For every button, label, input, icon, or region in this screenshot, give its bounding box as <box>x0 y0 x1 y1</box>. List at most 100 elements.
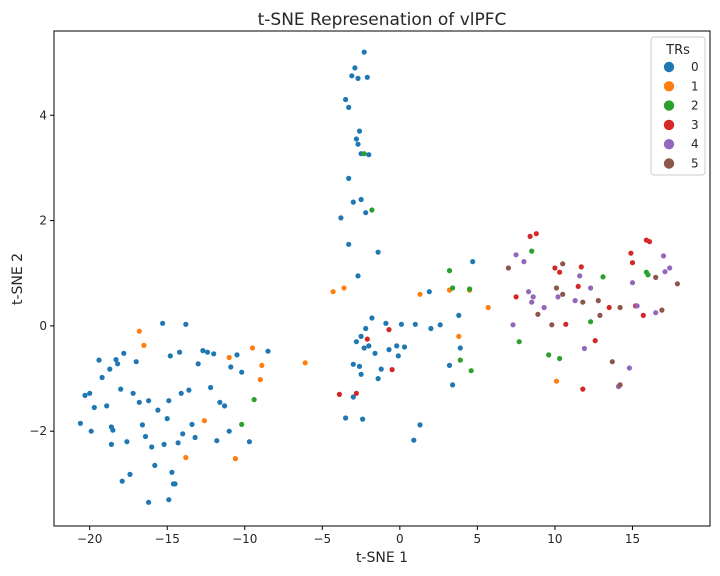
data-point-tr-0 <box>363 325 369 332</box>
data-point-tr-1 <box>302 360 308 366</box>
data-point-tr-0 <box>355 75 361 81</box>
data-point-tr-5 <box>505 265 511 271</box>
data-point-tr-0 <box>87 390 93 396</box>
data-point-tr-2 <box>516 339 522 345</box>
data-point-tr-0 <box>130 390 136 396</box>
legend-label-tr-3: 3 <box>691 118 699 132</box>
data-point-tr-0 <box>88 428 94 434</box>
data-point-tr-0 <box>99 374 105 381</box>
data-point-tr-0 <box>214 438 220 444</box>
data-point-tr-0 <box>115 361 121 367</box>
data-point-tr-0 <box>226 428 232 434</box>
data-point-tr-0 <box>352 65 358 71</box>
data-point-tr-5 <box>535 311 541 317</box>
data-point-tr-2 <box>457 357 463 363</box>
legend: TRs 0 1 2 3 4 5 <box>650 36 706 176</box>
data-point-tr-3 <box>628 250 634 256</box>
data-point-tr-0 <box>183 321 189 327</box>
data-point-tr-0 <box>361 49 367 55</box>
data-point-tr-0 <box>346 241 352 247</box>
data-point-tr-0 <box>170 481 176 487</box>
data-point-tr-0 <box>180 431 186 437</box>
x-axis-label: t-SNE 1 <box>356 550 408 566</box>
data-point-tr-0 <box>222 403 228 409</box>
data-point-tr-1 <box>183 454 189 461</box>
data-point-tr-3 <box>513 294 519 300</box>
data-point-tr-0 <box>350 394 356 400</box>
data-point-tr-2 <box>467 286 473 292</box>
data-point-tr-5 <box>659 307 665 313</box>
data-point-tr-4 <box>521 259 527 265</box>
data-point-tr-1 <box>341 285 347 291</box>
data-point-tr-0 <box>358 371 364 377</box>
data-point-tr-0 <box>146 499 152 505</box>
data-point-tr-0 <box>356 128 363 134</box>
data-point-tr-0 <box>155 407 161 413</box>
data-point-tr-4 <box>526 289 532 295</box>
data-point-tr-0 <box>364 74 370 80</box>
data-point-tr-0 <box>369 315 375 321</box>
data-point-tr-0 <box>265 348 271 354</box>
x-tick-label: 10 <box>547 532 562 546</box>
data-point-tr-0 <box>96 357 102 363</box>
data-point-tr-0 <box>139 422 145 428</box>
data-point-tr-1 <box>259 362 265 368</box>
data-point-tr-0 <box>343 415 349 421</box>
data-point-tr-4 <box>626 365 633 371</box>
data-point-tr-2 <box>529 248 535 254</box>
data-point-tr-2 <box>588 319 594 325</box>
data-point-tr-0 <box>346 104 352 110</box>
data-point-tr-0 <box>121 350 127 356</box>
data-point-tr-0 <box>470 259 476 265</box>
data-point-tr-2 <box>251 397 257 403</box>
data-point-tr-3 <box>578 264 584 270</box>
data-point-tr-4 <box>667 265 673 271</box>
data-point-tr-0 <box>192 434 198 441</box>
data-point-tr-0 <box>217 399 223 405</box>
data-point-tr-3 <box>386 327 392 333</box>
data-point-tr-0 <box>446 362 453 368</box>
data-point-tr-0 <box>82 392 88 398</box>
y-tick-label: 4 <box>39 108 47 122</box>
y-tick-label: 0 <box>39 319 47 333</box>
y-axis-ticks: −2 0 2 4 <box>29 108 54 438</box>
data-point-tr-0 <box>107 366 113 372</box>
data-point-tr-0 <box>186 387 192 393</box>
data-point-tr-0 <box>375 249 381 255</box>
data-point-tr-0 <box>119 478 125 484</box>
data-point-tr-2 <box>361 151 367 157</box>
data-point-tr-5 <box>595 298 601 304</box>
legend-marker-tr-3 <box>663 119 675 131</box>
data-point-tr-2 <box>450 285 456 291</box>
y-axis-label: t-SNE 2 <box>10 253 26 305</box>
data-point-tr-3 <box>646 239 653 245</box>
data-point-tr-0 <box>161 441 167 447</box>
x-tick-label: −5 <box>313 532 331 546</box>
data-point-tr-0 <box>358 196 364 203</box>
data-point-tr-5 <box>549 322 555 328</box>
data-point-tr-0 <box>175 440 181 446</box>
data-point-tr-0 <box>178 390 184 396</box>
data-point-tr-3 <box>364 336 370 342</box>
data-point-tr-0 <box>91 404 97 411</box>
data-point-tr-0 <box>166 398 172 404</box>
x-tick-label: −10 <box>232 532 257 546</box>
data-point-tr-3 <box>563 321 569 327</box>
x-tick-label: 5 <box>474 532 482 546</box>
data-point-tr-0 <box>204 349 211 355</box>
data-point-tr-5 <box>617 304 623 311</box>
data-point-tr-4 <box>660 253 667 259</box>
data-point-tr-0 <box>457 345 463 351</box>
data-point-tr-3 <box>336 391 342 397</box>
data-point-tr-0 <box>358 333 364 339</box>
data-point-tr-0 <box>136 399 142 405</box>
data-point-tr-0 <box>246 439 252 445</box>
data-point-tr-0 <box>361 345 367 351</box>
data-point-tr-1 <box>330 289 336 295</box>
legend-box <box>650 36 706 176</box>
legend-title: TRs <box>665 43 690 58</box>
data-point-tr-0 <box>195 361 201 367</box>
data-point-tr-0 <box>152 462 158 468</box>
data-point-tr-2 <box>468 368 474 374</box>
